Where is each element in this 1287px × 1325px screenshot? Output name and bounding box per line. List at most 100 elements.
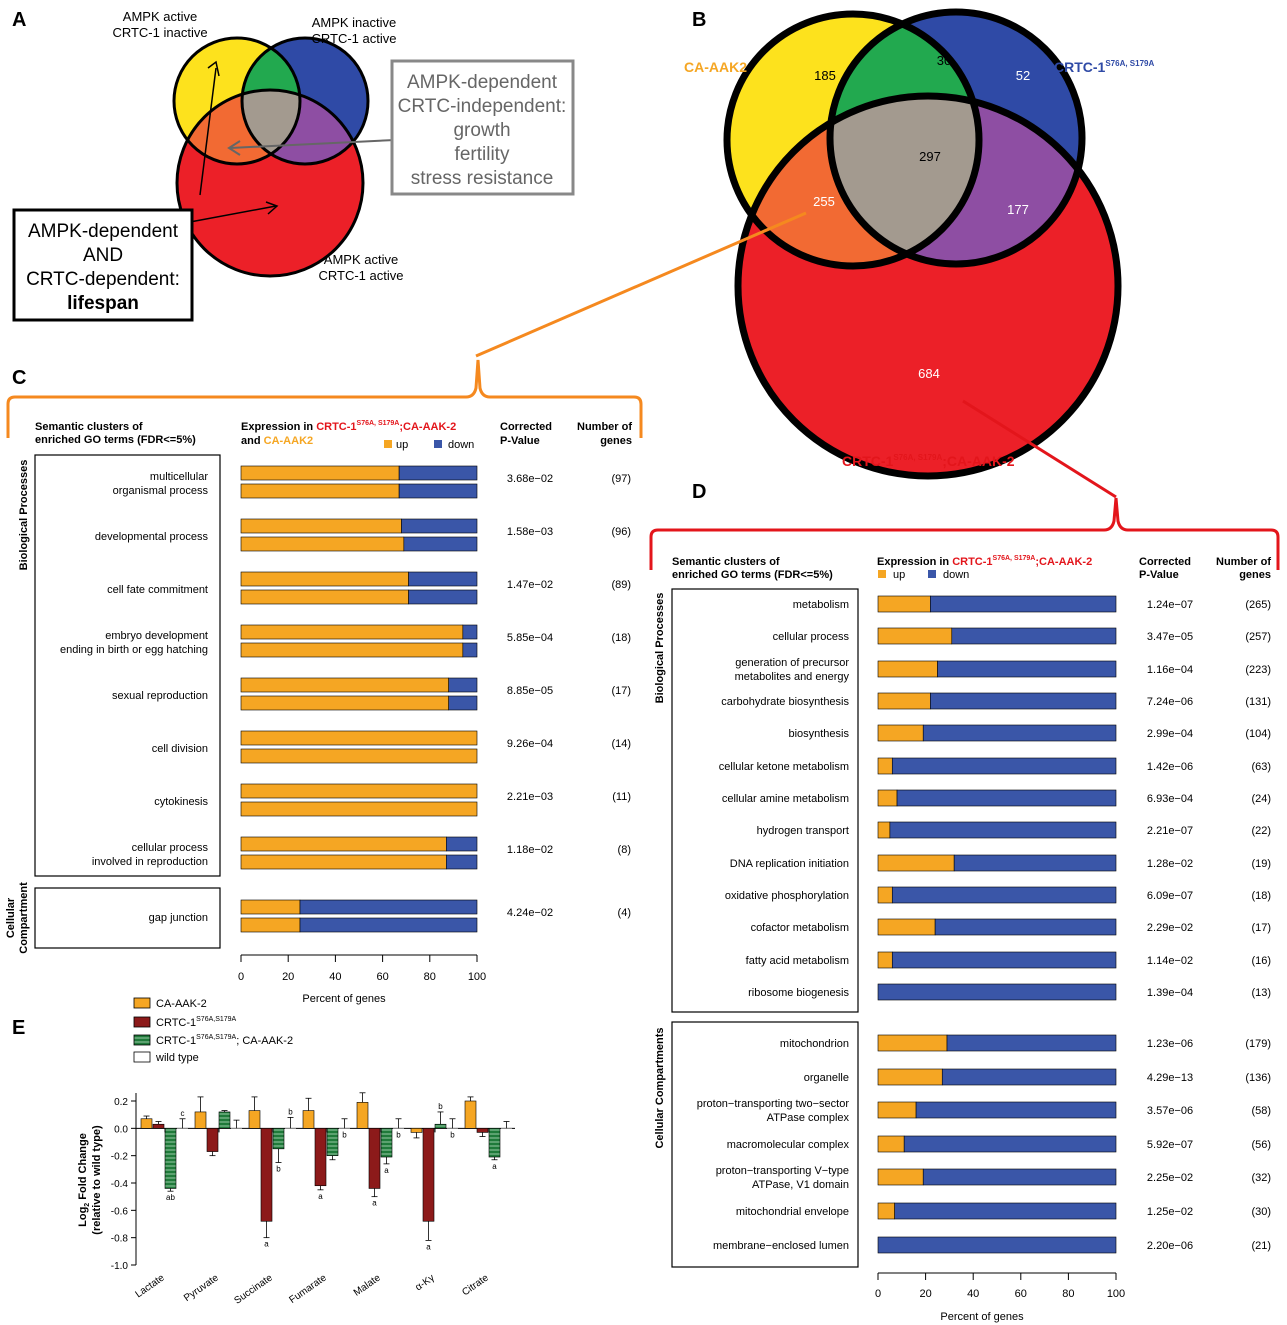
- d-legend-down: down: [943, 569, 969, 581]
- d-row-term: cellular process: [773, 631, 850, 643]
- d-bp-box: [671, 588, 859, 1013]
- d-header-cluster-2: enriched GO terms (FDR<=5%): [672, 569, 833, 581]
- panel-b-venn: [723, 8, 1122, 480]
- d-bar-down: [896, 789, 1117, 807]
- d-row-term: metabolites and energy: [735, 671, 850, 683]
- gray-box-line-2: CRTC-independent:: [398, 96, 567, 117]
- d-row-n: (18): [1251, 890, 1271, 902]
- d-bar-down: [930, 595, 1117, 613]
- e-legend-swatch-crtc: [133, 1016, 151, 1028]
- d-row-pval: 3.47e−05: [1147, 631, 1193, 643]
- e-x-tick-label: Succinate: [232, 1272, 275, 1306]
- d-bar-up: [877, 595, 931, 613]
- d-legend-up: up: [893, 569, 905, 581]
- e-bar: [177, 1128, 188, 1129]
- d-bar-down: [930, 692, 1117, 710]
- e-annotation: a: [264, 1240, 269, 1249]
- e-legend-wt: wild type: [155, 1052, 199, 1064]
- e-bar: [380, 1128, 393, 1158]
- d-bar-down: [891, 757, 1117, 775]
- c-row-term: cytokinesis: [154, 796, 208, 808]
- c-row-n: (18): [611, 632, 631, 644]
- e-bar: [422, 1128, 435, 1222]
- d-legend-up-swatch: [878, 570, 886, 578]
- d-row-n: (265): [1245, 599, 1271, 611]
- e-bar: [248, 1110, 261, 1129]
- d-axis-tick-label: 100: [1107, 1288, 1125, 1300]
- label-ampk-inactive-crtc-active-2: CRTC-1 active: [311, 31, 396, 46]
- d-bar-down: [941, 1068, 1117, 1086]
- label-ampk-inactive-crtc-active-1: AMPK inactive: [312, 15, 397, 30]
- e-legend-swatch-double: [133, 1034, 151, 1046]
- c-bar-down: [398, 465, 478, 481]
- d-row-pval: 7.24e−06: [1147, 696, 1193, 708]
- c-axis-tick-label: 20: [282, 971, 294, 983]
- c-row-term: ending in birth or egg hatching: [60, 644, 208, 656]
- d-header-n-1: Number of: [1216, 556, 1271, 568]
- d-bar-down: [903, 1135, 1117, 1153]
- e-annotation: a: [318, 1192, 323, 1201]
- d-bar-up: [877, 660, 938, 678]
- d-chart-rows: metabolism 1.24e−07 (265) cellular process 3…: [697, 595, 1271, 1254]
- d-bar-up: [877, 757, 893, 775]
- e-bar: [152, 1123, 165, 1129]
- bracket-c: [6, 359, 643, 438]
- d-row-n: (58): [1251, 1105, 1271, 1117]
- c-row-n: (17): [611, 685, 631, 697]
- c-header-cluster-1: Semantic clusters of: [35, 421, 143, 433]
- c-header-n-2: genes: [600, 435, 632, 447]
- e-bar: [218, 1111, 231, 1129]
- black-box-line-4: lifespan: [67, 293, 139, 314]
- c-bar-down: [446, 854, 478, 870]
- c-legend-up-swatch: [384, 440, 392, 448]
- d-row-n: (30): [1251, 1206, 1271, 1218]
- d-row-n: (21): [1251, 1240, 1271, 1252]
- c-x-axis: 0 20 40 60 80 100: [238, 954, 486, 983]
- d-row-term: ATPase, V1 domain: [752, 1179, 849, 1191]
- c-bar-down: [408, 571, 478, 587]
- d-bar-down: [922, 1168, 1117, 1186]
- e-legend-swatch-wt: [133, 1051, 151, 1063]
- d-row-term: fatty acid metabolism: [746, 955, 849, 967]
- c-bar-up: [240, 518, 402, 534]
- d-cc-box: [671, 1021, 859, 1268]
- c-bar-up: [240, 589, 409, 605]
- d-row-n: (136): [1245, 1072, 1271, 1084]
- c-row-term: sexual reproduction: [112, 690, 208, 702]
- count-aak2-double: 255: [813, 194, 835, 209]
- c-row-pval: 3.68e−02: [507, 473, 553, 485]
- panel-a-venn: [172, 36, 396, 278]
- e-annotation: a: [384, 1166, 389, 1175]
- e-annotation: ab: [166, 1193, 175, 1202]
- e-bar: [140, 1118, 153, 1129]
- e-x-tick-label: Fumarate: [287, 1272, 329, 1306]
- e-ylabel-1: Log2 Fold Change: [77, 1133, 91, 1227]
- label-ampk-active-crtc-active-2: CRTC-1 active: [318, 268, 403, 283]
- d-bar-down: [891, 951, 1117, 969]
- d-row-n: (22): [1251, 825, 1271, 837]
- d-row-n: (63): [1251, 761, 1271, 773]
- c-header-n-1: Number of: [577, 421, 632, 433]
- c-row-pval: 2.21e−03: [507, 791, 553, 803]
- c-row-n: (11): [612, 791, 631, 803]
- connector-d: [962, 399, 1117, 499]
- e-bar: [356, 1102, 369, 1129]
- e-bar-chart: 0.2 0.0 -0.2 -0.4 -0.6 -0.8 -1.0 Lactate Pyruvat…: [111, 1092, 515, 1307]
- d-row-term: ribosome biogenesis: [748, 987, 849, 999]
- d-row-n: (179): [1245, 1038, 1271, 1050]
- c-bar-down: [299, 899, 478, 915]
- panel-letter-e: E: [12, 1017, 25, 1039]
- c-row-pval: 9.26e−04: [507, 738, 553, 750]
- d-row-pval: 2.99e−04: [1147, 728, 1193, 740]
- c-row-term: developmental process: [95, 531, 209, 543]
- e-x-tick-label: α-Kγ: [413, 1272, 436, 1293]
- e-bar: [476, 1128, 489, 1133]
- c-bar-down: [446, 836, 478, 852]
- d-row-n: (56): [1251, 1139, 1271, 1151]
- d-row-term: oxidative phosphorylation: [725, 890, 849, 902]
- d-bar-up: [877, 789, 898, 807]
- d-row-pval: 1.39e−04: [1147, 987, 1193, 999]
- d-row-n: (13): [1251, 987, 1271, 999]
- c-row-n: (8): [618, 844, 631, 856]
